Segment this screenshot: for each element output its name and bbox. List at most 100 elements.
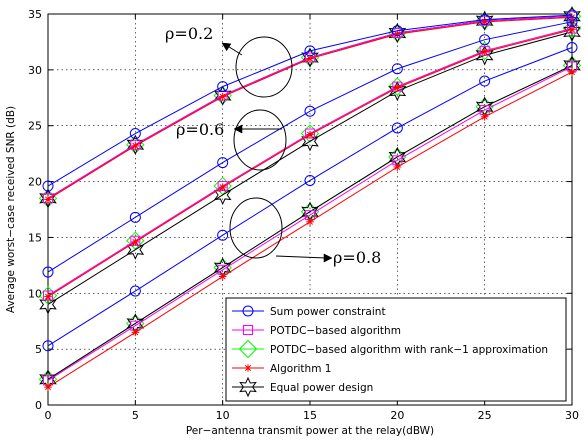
data-point	[306, 217, 314, 226]
data-point	[44, 195, 52, 204]
data-point	[568, 25, 576, 34]
legend-marker	[244, 364, 252, 372]
data-point	[566, 9, 578, 21]
data-point	[129, 128, 141, 140]
legend-marker	[242, 305, 254, 317]
y-axis-title: Average worst−case received SNR (dB)	[5, 106, 17, 313]
data-point	[566, 16, 578, 28]
data-point	[479, 75, 491, 87]
data-point	[479, 14, 491, 26]
series-sum-power-constraint	[42, 16, 578, 278]
x-tick-label: 5	[132, 409, 139, 422]
data-point	[391, 122, 403, 134]
x-tick-label: 10	[216, 409, 230, 422]
data-point	[475, 10, 494, 31]
y-tick-label: 25	[28, 120, 42, 133]
x-tick-label: 30	[565, 409, 579, 422]
data-point	[44, 292, 52, 301]
x-tick-label: 15	[303, 409, 317, 422]
legend-item-sum-power-constraint: Sum power constraint	[232, 305, 386, 318]
data-point	[562, 19, 582, 38]
y-tick-label: 10	[28, 287, 42, 300]
series-line	[47, 14, 573, 187]
data-point	[306, 54, 314, 63]
data-point	[479, 34, 491, 46]
data-point	[391, 25, 403, 37]
data-point	[480, 48, 489, 56]
series-algorithm-1	[44, 68, 576, 391]
y-tick-label: 0	[35, 399, 42, 412]
series-algorithm-1	[44, 25, 576, 301]
legend-marker	[243, 325, 253, 335]
y-tick-label: 20	[28, 176, 42, 189]
data-point	[393, 163, 402, 171]
legend-item-potdc-based-algorithm: POTDC−based algorithm	[232, 325, 401, 337]
data-point	[131, 328, 140, 337]
annotation-label: ρ=0.8	[333, 248, 381, 267]
legend-label: POTDC−based algorithm	[270, 325, 401, 337]
x-tick-label: 25	[478, 409, 492, 422]
legend-marker	[239, 376, 257, 398]
y-tick-label: 35	[28, 8, 42, 21]
data-point	[44, 383, 52, 391]
data-point	[566, 42, 578, 54]
data-point	[304, 105, 316, 117]
data-point	[393, 30, 402, 38]
legend-label: Equal power design	[270, 382, 373, 394]
data-point	[42, 340, 54, 352]
data-point	[391, 63, 403, 75]
data-point	[218, 92, 227, 101]
data-point	[304, 174, 316, 186]
x-axis-title: Per−antenna transmit power at the relay(…	[186, 425, 434, 437]
annotation-ellipse	[233, 109, 287, 171]
series-line	[47, 21, 573, 273]
data-point	[388, 22, 407, 44]
data-point	[475, 41, 494, 61]
y-tick-label: 30	[28, 64, 42, 77]
data-point	[393, 83, 402, 92]
annotation-ellipse	[229, 197, 283, 259]
data-point	[42, 180, 54, 192]
data-point	[301, 47, 319, 68]
legend-label: Sum power constraint	[270, 306, 386, 318]
data-point	[568, 13, 576, 22]
data-point	[39, 294, 57, 315]
data-point	[129, 211, 141, 223]
data-point	[217, 157, 229, 169]
data-point	[218, 183, 227, 191]
series-line	[47, 66, 573, 381]
series-sum-power-constraint	[42, 9, 578, 192]
data-point	[563, 21, 581, 43]
legend-box	[225, 297, 567, 402]
annotation-arrowhead	[221, 42, 232, 52]
data-point	[42, 266, 54, 278]
legend-label: POTDC−based algorithm with rank−1 approx…	[270, 344, 548, 356]
data-point	[475, 45, 494, 66]
data-point	[388, 80, 407, 102]
data-point	[563, 6, 581, 27]
data-point	[568, 68, 576, 76]
y-tick-label: 15	[28, 231, 42, 244]
y-tick-label: 5	[35, 343, 42, 356]
legend-item-algorithm-1: Algorithm 1	[232, 363, 331, 375]
legend-marker	[238, 339, 258, 359]
data-point	[217, 229, 229, 241]
x-tick-label: 0	[45, 409, 52, 422]
annotation-label: ρ=0.2	[165, 24, 213, 43]
data-point	[304, 45, 316, 57]
annotation-ellipse	[235, 36, 293, 98]
data-point	[129, 285, 141, 297]
data-point	[131, 142, 140, 150]
annotation-arrowhead	[233, 124, 243, 134]
data-point	[218, 272, 227, 281]
data-point	[480, 112, 489, 121]
series-algorithm-1	[44, 13, 576, 204]
series-line	[47, 64, 573, 380]
legend: Sum power constraint POTDC−based algorith…	[225, 297, 567, 402]
series-sum-power-constraint	[42, 42, 578, 352]
legend-item-equal-power-design: Equal power design	[232, 376, 373, 398]
data-point	[306, 130, 314, 139]
x-tick-label: 20	[390, 409, 404, 422]
